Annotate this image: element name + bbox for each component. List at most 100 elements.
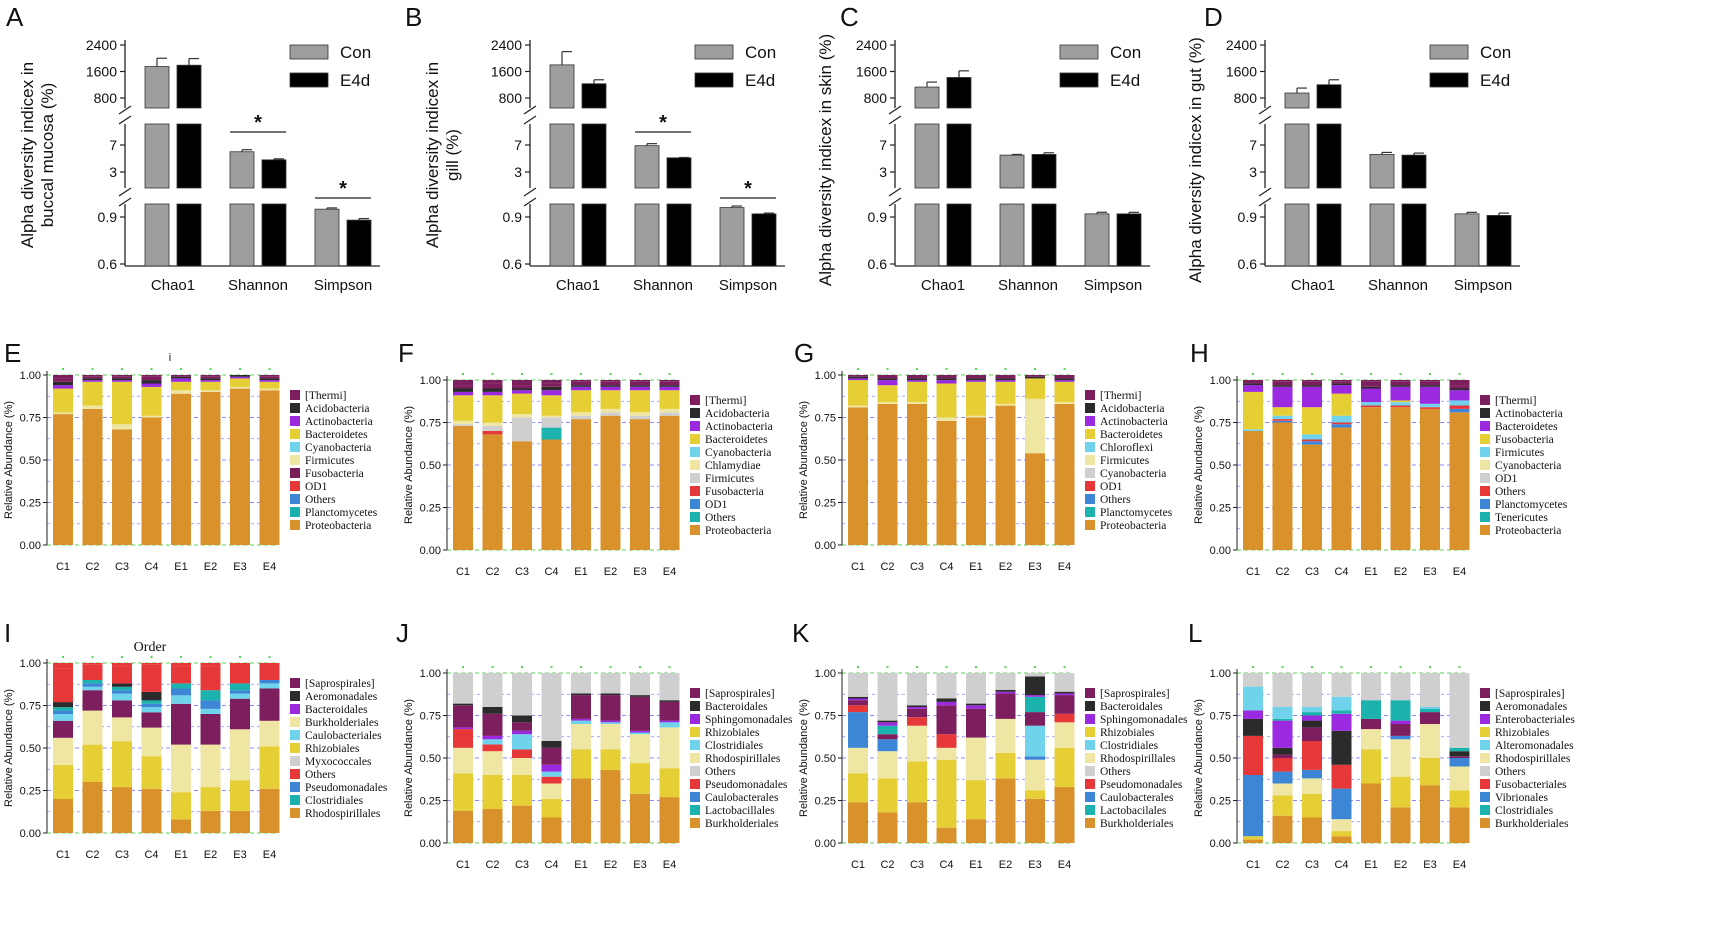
bar-segment-proteobacteria: [848, 407, 868, 545]
bar-segment-firmicutes: [1302, 434, 1322, 440]
x-category-label: E3: [1028, 859, 1041, 871]
bar-segment-rhodospirillales: [541, 783, 562, 799]
bar-segment-firmicutes: [936, 417, 957, 421]
x-category-label: E3: [633, 566, 646, 578]
legend-label: Bacteroidetes: [1100, 429, 1163, 441]
bar-segment-rhodospirillales: [659, 727, 680, 769]
y-tick-label: 0.50: [815, 753, 836, 765]
bar-segment-rhodospirillales: [230, 810, 250, 833]
bar-con-simpson: [314, 208, 340, 267]
bar-segment-proteobacteria: [1390, 407, 1411, 550]
x-category-label: E1: [574, 566, 587, 578]
legend-label-e4d: E4d: [745, 71, 775, 90]
legend-swatch: [690, 395, 700, 405]
legend-swatch: [290, 717, 300, 727]
bar-segment-sphingomonadales: [1054, 693, 1075, 696]
bar-segment-actinobacteria: [848, 378, 868, 381]
bar-segment-remainder: [1390, 380, 1411, 382]
legend-label: Clostridiales: [305, 795, 364, 807]
x-category-label: E1: [1364, 566, 1377, 578]
axis-break-mark: [1258, 105, 1272, 115]
legend-label: Clostridiales: [1100, 740, 1159, 752]
legend-label: Others: [705, 766, 736, 778]
bar-segment-proteobacteria: [541, 439, 562, 550]
bar-segment-burkholderiales: [1361, 783, 1381, 843]
bar-segment-chlamydiae: [453, 420, 473, 425]
bar-con-chao1-low: [144, 203, 170, 267]
x-category-label: E4: [263, 849, 276, 861]
bar-segment-bacteroidales: [659, 700, 680, 702]
bar-segment-sphingomonadales: [995, 691, 1016, 694]
bar-segment-rhodospirillales: [966, 737, 986, 781]
panel-label-i: I: [4, 618, 12, 648]
bar-segment-bacteroidetes: [630, 390, 650, 413]
bar-e4d-chao1: [176, 64, 202, 109]
bar-con-simpson: [1084, 213, 1110, 267]
bar-segment-burkholderiales: [482, 809, 503, 843]
bar-segment-caulobacteriales: [141, 707, 162, 713]
bar-segment-firmicutes: [1025, 398, 1045, 454]
panel-label-c: C: [840, 2, 859, 32]
bar-segment-clostridiales: [200, 690, 221, 701]
bar-segment-clostridiales: [482, 739, 503, 745]
bar-segment-planctomycetes: [1302, 441, 1322, 445]
legend-label: Proteobacteria: [1100, 520, 1166, 532]
x-category-label: Chao1: [556, 277, 600, 294]
legend-swatch: [690, 818, 700, 828]
legend-label: Burkholderiales: [1495, 818, 1569, 830]
bar-segment-bacteroidales: [907, 705, 927, 707]
legend-label: Others: [1495, 486, 1526, 498]
bar-segment-thermi: [659, 381, 680, 386]
bar-segment-actinobacteria: [936, 380, 957, 384]
y-axis-label: Relative Abundance (%): [403, 406, 415, 524]
legend-label: Bacteroidales: [705, 701, 768, 713]
bar-segment-remainder: [259, 375, 280, 377]
bar-segment-bacteroidetes: [995, 381, 1016, 404]
bar-segment-actinobacteria: [1361, 386, 1381, 389]
legend-swatch: [1480, 727, 1490, 737]
bar-segment-firmicutes: [659, 412, 680, 416]
bar-con-shannon-low: [229, 203, 255, 267]
x-category-label: C2: [485, 859, 499, 871]
y-tick-label: 0.6: [868, 256, 888, 272]
bar-segment-fusobacteria: [1272, 407, 1293, 416]
legend-swatch: [1480, 486, 1490, 496]
bar-segment-thermi: [482, 383, 503, 389]
y-tick-label: 3: [109, 164, 117, 180]
legend-label: [Thermi]: [1495, 395, 1537, 407]
bar-segment-rhizobiales: [112, 741, 132, 788]
bar-segment-planctomycetes: [1449, 408, 1470, 413]
legend-swatch-con: [1059, 44, 1099, 60]
bar-segment-caulobacteriales: [53, 714, 73, 721]
y-axis-label: Relative Abundance (%): [403, 699, 415, 817]
bar-segment-fusobacteriales: [1331, 764, 1352, 789]
legend-label: Lactobacilales: [1100, 805, 1167, 817]
bar-segment-thermi: [1449, 385, 1470, 389]
y-tick-label: 2400: [1226, 37, 1257, 53]
legend-swatch: [690, 473, 700, 483]
bar-segment-clostridiales: [1272, 718, 1293, 721]
bar-segment-remainder: [82, 375, 103, 377]
bar-segment-thermi: [936, 375, 957, 379]
bar-segment-acidobacteria: [1054, 378, 1075, 381]
bar-segment-burkholderiales: [659, 797, 680, 843]
bar-segment-firmicutes: [995, 403, 1016, 406]
legend-swatch: [690, 740, 700, 750]
bar-segment-burkholderiales: [453, 810, 473, 843]
legend-swatch: [290, 390, 300, 400]
y-tick-label: 2400: [856, 37, 887, 53]
bar-segment-remainder: [541, 380, 562, 384]
bar-segment-caulobacteriales: [259, 683, 280, 689]
bar-segment-actinobacteria: [482, 391, 503, 396]
legend-swatch: [1480, 512, 1490, 522]
bar-segment-rhodospirillales: [1390, 739, 1411, 777]
legend-label: Firmicutes: [1495, 447, 1545, 459]
bar-segment-bacteroidetes: [936, 383, 957, 418]
bar-con-shannon-low: [1369, 203, 1395, 267]
bar-segment-burkholderiales: [200, 744, 221, 788]
bar-segment-thermi: [141, 376, 162, 381]
bar-segment-acidobacteria: [995, 378, 1016, 381]
bar-segment-others: [453, 673, 473, 704]
bar-segment-planctomycetes: [1272, 420, 1293, 423]
bar-segment-thermi: [453, 385, 473, 389]
